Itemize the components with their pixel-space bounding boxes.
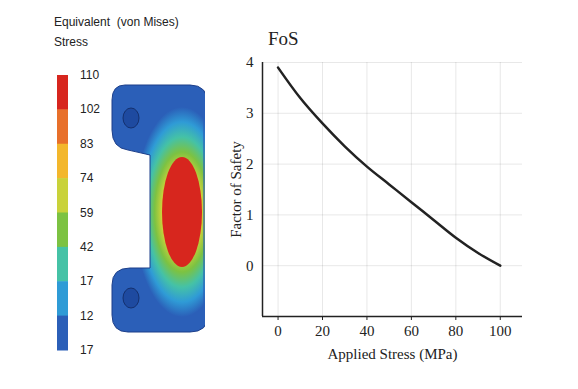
svg-text:42: 42 — [80, 240, 94, 254]
html-text:FoS: FoS — [268, 28, 299, 49]
svg-text:80: 80 — [448, 323, 463, 339]
svg-text:0: 0 — [274, 323, 282, 339]
svg-text:4: 4 — [246, 54, 254, 70]
svg-text:110: 110 — [80, 68, 99, 82]
svg-text:59: 59 — [80, 206, 94, 220]
svg-text:Factor of Safety: Factor of Safety — [228, 141, 244, 238]
svg-text:3: 3 — [246, 105, 254, 121]
svg-text:100: 100 — [489, 323, 512, 339]
svg-text:60: 60 — [404, 323, 419, 339]
svg-text:102: 102 — [80, 102, 100, 116]
svg-text:20: 20 — [315, 323, 330, 339]
html-text:Equivalent (von Mises) Stress: Equivalent (von Mises) Stress — [54, 15, 179, 49]
svg-text:83: 83 — [80, 137, 94, 151]
svg-text:12: 12 — [80, 309, 94, 323]
svg-text:17: 17 — [80, 274, 94, 288]
svg-text:74: 74 — [80, 171, 94, 185]
svg-text:1: 1 — [246, 207, 254, 223]
svg-text:2: 2 — [246, 156, 254, 172]
svg-text:0: 0 — [246, 258, 254, 274]
svg-text:Applied Stress (MPa): Applied Stress (MPa) — [328, 346, 458, 363]
svg-text:40: 40 — [359, 323, 374, 339]
svg-text:17: 17 — [80, 343, 94, 357]
